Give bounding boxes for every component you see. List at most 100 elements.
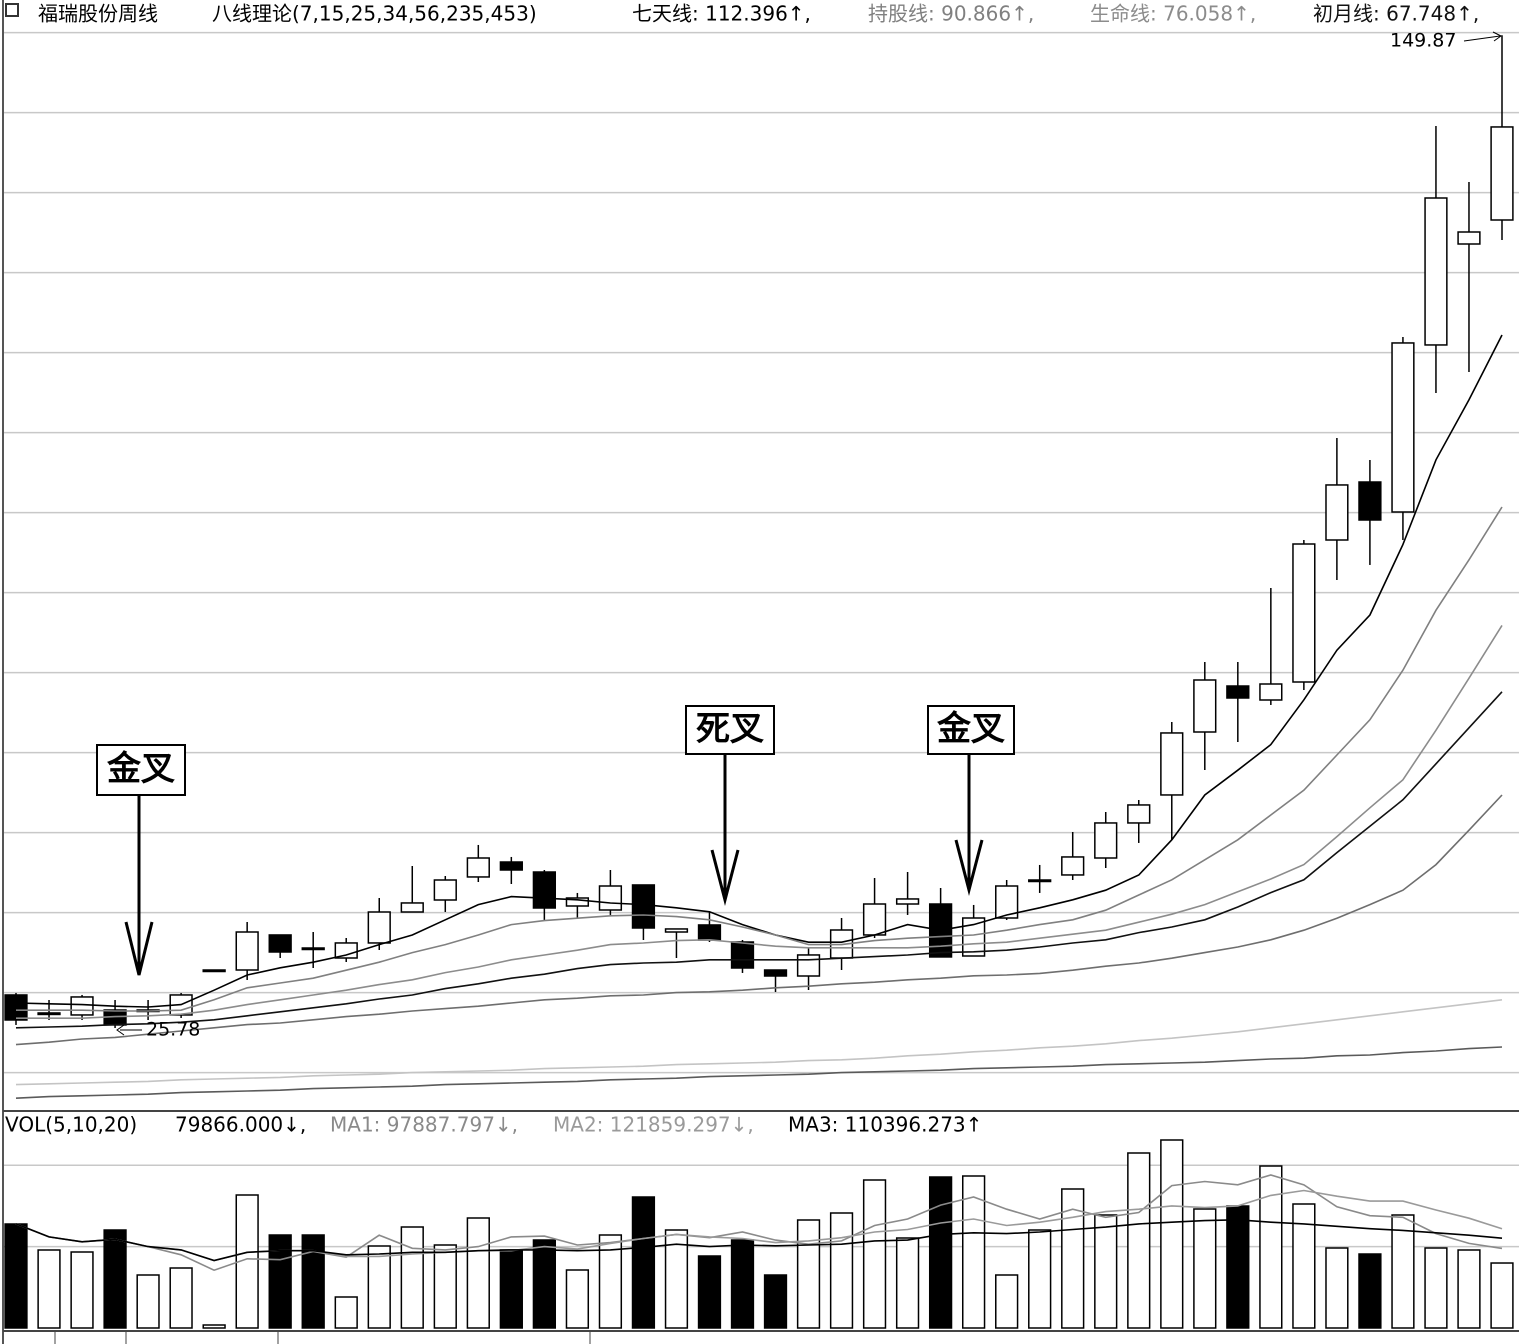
max-arrow	[1463, 35, 1501, 42]
volume-bar	[136, 1274, 160, 1329]
candle-body	[697, 924, 722, 941]
legend-entry: 七天线: 112.396↑,	[632, 2, 811, 26]
candle-body	[1028, 879, 1052, 883]
volume-bar	[1325, 1247, 1349, 1329]
legend-entry: MA3: 110396.273↑	[788, 1113, 982, 1137]
volume-bar	[301, 1234, 325, 1329]
legend-entry: 初月线: 67.748↑,	[1313, 2, 1479, 26]
volume-bar	[268, 1234, 292, 1329]
ma-line	[15, 1046, 1503, 1099]
volume-bar	[37, 1249, 61, 1329]
volume-bar	[1226, 1205, 1250, 1329]
legend-entry: MA2: 121859.297↓,	[553, 1113, 754, 1137]
volume-bar	[70, 1251, 94, 1329]
candle-body	[995, 885, 1019, 919]
candle-body	[895, 898, 920, 905]
volume-bar	[4, 1223, 28, 1329]
volume-bar	[928, 1176, 953, 1329]
candle-body	[499, 861, 523, 871]
candle-body	[334, 942, 358, 959]
min-label: 25.78	[146, 1019, 200, 1041]
candle-body	[4, 994, 28, 1021]
chart-title: 福瑞股份周线	[38, 2, 158, 26]
volume-bar	[1028, 1229, 1052, 1329]
volume-bar	[1160, 1139, 1184, 1329]
volume-bar	[499, 1249, 523, 1329]
ma-line	[15, 334, 1503, 1008]
volume-bar	[1127, 1152, 1151, 1329]
volume-bar	[103, 1229, 127, 1329]
annotation-arrowhead	[954, 839, 984, 896]
volume-bar	[1094, 1214, 1118, 1329]
candle-body	[70, 996, 94, 1016]
volume-bar	[169, 1267, 193, 1329]
annotation-box	[96, 744, 186, 796]
volume-bar	[202, 1324, 226, 1329]
candle-body	[466, 857, 490, 878]
volume-bar	[961, 1175, 986, 1329]
volume-bar	[730, 1239, 755, 1329]
max-label: 149.87	[1390, 30, 1456, 52]
volume-bar	[598, 1234, 623, 1329]
volume-bar	[697, 1255, 722, 1329]
chart-subtitle: 八线理论(7,15,25,34,56,235,453)	[212, 2, 537, 26]
volume-bar	[763, 1274, 788, 1329]
candle-body	[433, 879, 457, 901]
volume-bar	[829, 1212, 854, 1329]
volume-bar	[1358, 1253, 1382, 1329]
candle-body	[268, 934, 292, 953]
volume-bar	[367, 1245, 391, 1329]
marks-layer	[4, 35, 1514, 1329]
ma-line	[15, 999, 1503, 1086]
candle-body	[235, 931, 259, 971]
volume-bar	[1259, 1165, 1283, 1329]
volume-bar	[334, 1296, 358, 1329]
candle-body	[631, 884, 656, 929]
candle-body	[961, 917, 986, 957]
window-icon	[5, 3, 19, 17]
volume-bar	[1457, 1249, 1481, 1329]
candle-body	[400, 902, 424, 913]
volume-bar	[565, 1269, 590, 1329]
legend-entry: 持股线: 90.866↑,	[868, 2, 1034, 26]
volume-bar	[631, 1196, 656, 1329]
volume-value: 79866.000↓,	[175, 1113, 306, 1137]
volume-bar	[895, 1237, 920, 1329]
grid-layer	[3, 31, 1519, 1248]
ma-line	[16, 506, 1503, 1012]
volume-bar	[862, 1179, 887, 1329]
candle-body	[1226, 685, 1250, 699]
candle-body	[301, 947, 325, 951]
volume-bar	[1490, 1262, 1514, 1329]
volume-title: VOL(5,10,20)	[5, 1113, 137, 1137]
candle-body	[1127, 804, 1151, 824]
candle-body	[1094, 822, 1118, 859]
ma-line	[15, 691, 1503, 1029]
candle-body	[796, 954, 821, 977]
volume-bar	[1424, 1247, 1448, 1329]
min-arrowhead	[116, 1024, 125, 1036]
volume-bar	[796, 1219, 821, 1329]
ma-line	[15, 794, 1503, 1046]
annotation: 金叉	[936, 709, 1005, 749]
candle-body	[565, 897, 590, 907]
ma-line	[16, 624, 1503, 1019]
candle-body	[1457, 231, 1481, 245]
candle-body	[664, 928, 689, 933]
candle-body	[1061, 856, 1085, 876]
volume-bar	[1391, 1214, 1415, 1329]
legend-entry: 生命线: 76.058↑,	[1090, 2, 1256, 26]
candle-body	[1259, 683, 1283, 701]
volume-bar	[995, 1274, 1019, 1329]
ma-line	[15, 1174, 1503, 1272]
candle-body	[532, 871, 557, 909]
volume-bar	[235, 1194, 259, 1329]
candle-body	[37, 1012, 61, 1016]
max-arrowhead	[1492, 31, 1502, 42]
annotation-box	[685, 705, 775, 755]
candle-body	[202, 969, 226, 973]
volume-bar	[1292, 1203, 1316, 1329]
candle-body	[1193, 679, 1217, 733]
volume-bar	[400, 1226, 424, 1329]
